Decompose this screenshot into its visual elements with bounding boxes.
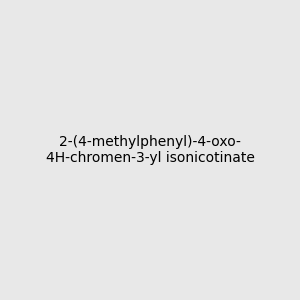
- Text: 2-(4-methylphenyl)-4-oxo-
4H-chromen-3-yl isonicotinate: 2-(4-methylphenyl)-4-oxo- 4H-chromen-3-y…: [46, 135, 254, 165]
